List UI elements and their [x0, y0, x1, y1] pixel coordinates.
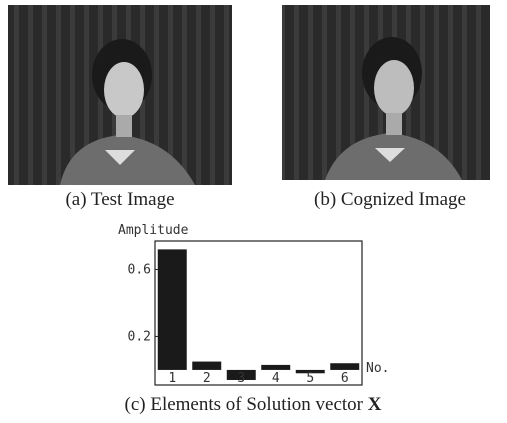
page: (a) Test Image (b) Cognized Image Amplit… — [0, 0, 507, 423]
bar — [192, 362, 221, 370]
x-tick-label: 6 — [341, 371, 349, 386]
x-tick-label: 5 — [306, 371, 314, 386]
y-tick-label: 0.2 — [128, 329, 151, 344]
test-image — [8, 5, 232, 185]
x-tick-label: 4 — [272, 371, 280, 386]
figure: (a) Test Image (b) Cognized Image Amplit… — [0, 0, 507, 423]
x-tick-label: 1 — [168, 371, 176, 386]
bar — [330, 363, 359, 370]
x-tick-label: 2 — [203, 371, 211, 386]
caption-symbol: X — [368, 394, 382, 415]
bar — [158, 249, 187, 370]
cognized-image — [282, 5, 490, 180]
x-tick-label: 3 — [237, 371, 245, 386]
image-caption: (a) Test Image — [65, 189, 174, 210]
bar — [261, 365, 290, 370]
image-caption: (b) Cognized Image — [314, 189, 466, 210]
chart-caption: (c) Elements of Solution vector X — [125, 394, 382, 415]
caption-text: (c) Elements of Solution vector — [125, 394, 364, 415]
y-axis-label: Amplitude — [118, 223, 189, 238]
y-tick-label: 0.6 — [128, 262, 151, 277]
x-axis-label: No. — [366, 361, 389, 376]
